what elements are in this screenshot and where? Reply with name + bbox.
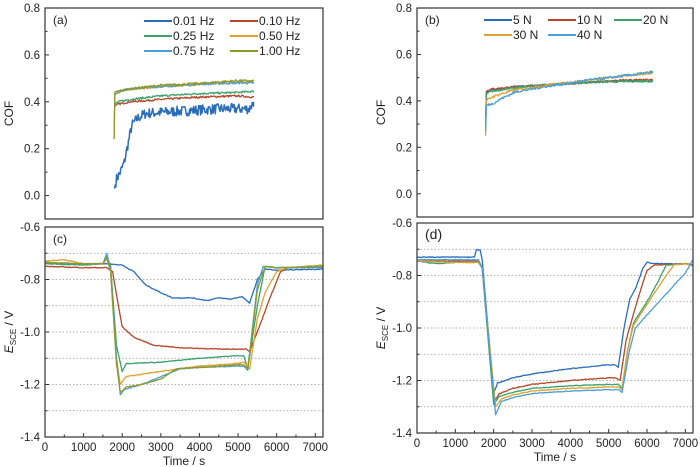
- panel-label: (d): [425, 226, 442, 242]
- y-tick-label: -0.6: [20, 222, 40, 234]
- y-tick-label: -0.8: [20, 275, 40, 287]
- panel-label: (b): [425, 13, 440, 27]
- series-line-0-75-hz: [45, 252, 323, 396]
- y-tick-label: -1.2: [20, 380, 40, 392]
- x-tick-label: 3000: [148, 442, 174, 454]
- x-tick-label: 6000: [264, 442, 290, 454]
- series-line-5-n: [417, 248, 693, 395]
- series-group: [417, 248, 693, 416]
- legend-label: 1.00 Hz: [259, 44, 300, 58]
- x-tick-label: 2000: [481, 438, 507, 450]
- series-group: [113, 79, 255, 189]
- y-tick-label: -0.6: [392, 218, 412, 230]
- series-line-30-n: [484, 71, 654, 136]
- panel-a: 0.0 0.2 0.4 0.6 0.8 COF (a) 0.01 Hz 0.10 Hz 0.25 …: [2, 3, 324, 220]
- series-line-0-25-hz: [45, 255, 323, 373]
- legend-label: 20 N: [643, 13, 668, 27]
- legend-item: 10 N: [548, 13, 602, 27]
- y-tick-label: 0.4: [396, 96, 413, 108]
- y-tick-label: -1.2: [392, 376, 412, 388]
- y-tick-label: -0.8: [392, 271, 412, 283]
- legend: 0.01 Hz 0.10 Hz 0.25 Hz 0.50 Hz 0.75 Hz 1.00 …: [144, 14, 300, 58]
- series-line-0-01-hz: [113, 101, 255, 189]
- legend-label: 0.75 Hz: [173, 44, 214, 58]
- legend-label: 0.01 Hz: [173, 14, 214, 28]
- plot-frame: [416, 7, 694, 218]
- legend: 5 N 10 N 20 N 30 N 40 N: [484, 13, 668, 42]
- legend-label: 5 N: [513, 13, 532, 27]
- legend-item: 0.10 Hz: [230, 14, 300, 28]
- y-tick-label: 0.0: [396, 189, 412, 201]
- x-axis-title: Time / s: [534, 450, 576, 464]
- y-tick-label: -1.0: [20, 327, 40, 339]
- x-tick-label: 7000: [673, 438, 699, 450]
- x-tick-label: 5000: [225, 442, 251, 454]
- y-tick-label: 0.4: [24, 97, 41, 109]
- legend-label: 10 N: [577, 13, 602, 27]
- x-tick-label: 6000: [634, 438, 660, 450]
- y-tick-label: 0.0: [24, 191, 40, 203]
- legend-item: 40 N: [548, 28, 602, 42]
- series-line-30-n: [417, 260, 693, 408]
- legend-item: 0.01 Hz: [144, 14, 214, 28]
- panel-label: (a): [53, 13, 68, 27]
- series-line-20-n: [417, 260, 693, 406]
- y-tick-label: 0.6: [24, 50, 40, 62]
- series-line-40-n: [484, 70, 654, 132]
- legend-label: 0.25 Hz: [173, 29, 214, 43]
- x-axis-title: Time / s: [163, 454, 205, 467]
- plot-frame: [44, 226, 324, 438]
- series-line-10-n: [484, 78, 654, 125]
- panel-label: (c): [53, 232, 67, 246]
- x-tick-label: 5000: [596, 438, 622, 450]
- panel-b: 0.0 0.2 0.4 0.6 0.8 COF (b) 5 N 10 N 20 N 30 N 40 N: [374, 3, 694, 218]
- x-tick-label: 1000: [71, 442, 97, 454]
- x-tick-label: 4000: [187, 442, 213, 454]
- panel-d: -1.4 -1.2 -1.0 -0.8 -0.6 0 1000 2000 3000 4000 500…: [374, 218, 698, 464]
- panel-c: -1.4 -1.2 -1.0 -0.8 -0.6 0 1000 2000 3000 4000 500…: [2, 222, 328, 467]
- x-tick-label: 0: [414, 438, 420, 450]
- y-axis-title: COF: [374, 100, 388, 125]
- series-line-0-10-hz: [45, 265, 323, 353]
- y-tick-label: -1.0: [392, 323, 412, 335]
- y-tick-label: 0.2: [24, 144, 40, 156]
- series-line-0-10-hz: [114, 94, 255, 108]
- plot-frame: [44, 7, 324, 220]
- series-line-40-n: [417, 258, 693, 416]
- y-tick-label: 0.2: [396, 142, 412, 154]
- series-line-0-50-hz: [45, 257, 323, 386]
- y-tick-label: 0.8: [24, 3, 40, 15]
- x-tick-label: 7000: [302, 442, 328, 454]
- series-group: [484, 70, 654, 136]
- y-axis-title: COF: [2, 101, 16, 126]
- legend-item: 20 N: [614, 13, 668, 27]
- legend-label: 0.10 Hz: [259, 14, 300, 28]
- x-tick-label: 0: [42, 442, 48, 454]
- series-line-1-00-hz: [113, 79, 255, 140]
- x-tick-label: 2000: [109, 442, 135, 454]
- y-axis-title: ESCE / V: [374, 307, 390, 349]
- x-tick-label: 3000: [519, 438, 545, 450]
- series-group: [45, 252, 323, 396]
- series-line-1-00-hz: [45, 256, 323, 393]
- series-line-0-25-hz: [114, 89, 255, 105]
- y-tick-label: 0.6: [396, 49, 412, 61]
- legend-label: 0.50 Hz: [259, 29, 300, 43]
- legend-item: 5 N: [484, 13, 532, 27]
- y-tick-label: 0.8: [396, 3, 412, 15]
- x-tick-label: 4000: [558, 438, 584, 450]
- legend-item: 1.00 Hz: [230, 44, 300, 58]
- y-axis-title: ESCE / V: [2, 311, 18, 353]
- legend-item: 0.75 Hz: [144, 44, 214, 58]
- legend-label: 40 N: [577, 28, 602, 42]
- series-line-10-n: [417, 260, 693, 403]
- legend-item: 30 N: [484, 28, 538, 42]
- y-tick-label: -1.4: [20, 432, 40, 444]
- y-tick-label: -1.4: [392, 428, 412, 440]
- legend-item: 0.25 Hz: [144, 29, 214, 43]
- x-tick-label: 1000: [443, 438, 469, 450]
- legend-label: 30 N: [513, 28, 538, 42]
- legend-item: 0.50 Hz: [230, 29, 300, 43]
